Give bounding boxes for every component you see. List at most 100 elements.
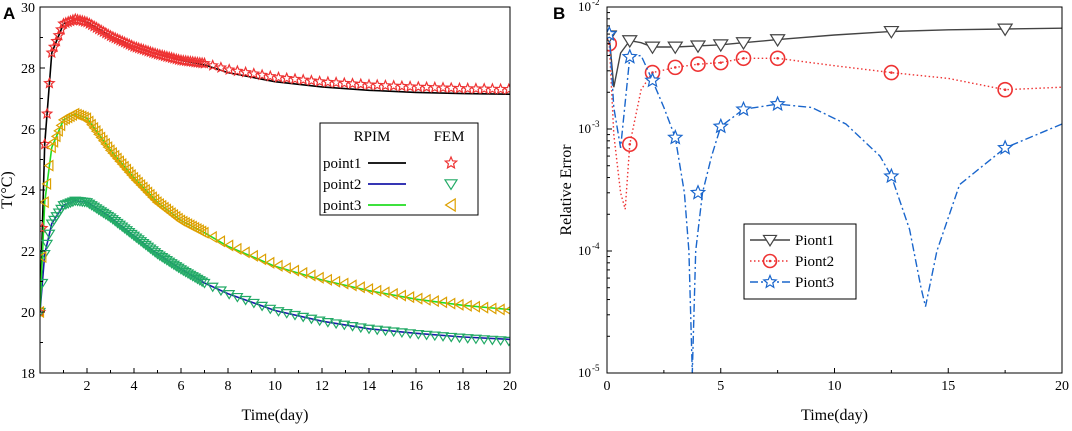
legend-label-point1: point1 [323,156,361,172]
data-point [667,41,684,55]
data-point [54,23,68,35]
data-point [412,330,425,340]
x-tick-label: 0 [604,379,611,394]
data-point [264,256,275,269]
data-point [478,335,491,345]
x-tick-label: 8 [225,379,232,394]
data-point [137,181,148,194]
data-point [196,277,209,288]
data-point [50,34,63,47]
data-point [140,183,150,197]
data-point [428,80,442,93]
data-point [379,286,390,299]
data-point [305,269,316,282]
x-tick-label: 6 [178,379,185,394]
series-markers-fem-point2 [40,196,510,347]
marker-ring [883,64,900,81]
legend-label-Piont3: Piont3 [795,275,834,291]
data-point [769,95,786,112]
panel-label-b: B [553,4,565,23]
data-point [420,330,433,341]
data-point [396,289,406,302]
data-point [305,74,318,86]
data-point [395,79,409,92]
data-point [206,282,219,293]
legend-header-fem: FEM [434,129,465,145]
data-point [128,171,139,184]
data-point [453,298,464,311]
data-point [404,291,415,304]
y-tick-label: 28 [21,62,35,77]
data-point [99,210,112,221]
data-point [445,332,458,343]
x-tick-label: 14 [362,379,376,394]
y-tick-label: 10 [578,243,591,258]
data-point [280,309,293,319]
data-point [621,136,638,153]
data-point [214,61,228,73]
data-point [289,264,300,277]
data-point [428,331,441,342]
data-point [469,82,483,94]
data-point [436,81,450,94]
data-point [338,76,351,89]
data-point [346,322,359,332]
series-line-Piont1 [607,27,1062,88]
data-point [215,235,226,248]
data-point [712,39,729,53]
data-point [883,167,900,184]
data-point [255,301,269,312]
data-point [346,279,357,292]
marker-ring [621,136,638,153]
x-tick-label: 20 [1055,379,1069,394]
legend-header-rpim: RPIM [354,129,391,145]
x-tick-label: 16 [409,379,423,394]
data-point [712,54,729,71]
data-point [109,149,120,162]
legend-marker-point3 [444,197,456,213]
legend-marker-Piont1 [762,234,778,247]
plot-area-a [40,12,510,347]
data-point [445,81,458,94]
data-point [207,230,217,244]
series-markers-Piont2 [607,35,1013,153]
series-markers-Piont3 [607,25,1014,200]
data-point [502,336,510,347]
data-point [43,76,56,89]
data-point [206,59,219,71]
chart-panel-a: 2 4 6 8 10 12 14 16 18 2018202224262830Time(day)T… [0,1,517,424]
data-point [53,124,63,137]
data-point [735,100,752,117]
data-point [997,139,1014,155]
data-point [404,329,417,339]
data-point [387,327,400,338]
data-point [420,80,433,93]
marker-ring [667,59,684,76]
data-point [712,117,729,134]
data-point [40,278,49,289]
data-point [281,262,291,275]
series-line-Piont2 [607,38,1062,210]
data-point [395,328,408,339]
data-point [198,56,211,69]
data-point [502,82,510,95]
data-point [50,130,61,143]
x-axis-label-a: Time(day) [242,407,309,424]
data-point [338,277,349,290]
data-point [690,56,706,72]
data-point [735,50,752,67]
data-point [338,320,351,331]
marker-dot [776,56,779,60]
data-point [494,336,507,346]
data-point [247,298,260,309]
data-point [503,306,510,315]
legend-label-point2: point2 [323,177,361,193]
data-point [644,71,661,88]
legend-label-Piont2: Piont2 [795,254,834,270]
panel-label-a: A [3,4,15,23]
data-point [769,34,786,48]
data-point [667,129,684,145]
data-point [57,201,70,211]
data-point [280,71,293,84]
